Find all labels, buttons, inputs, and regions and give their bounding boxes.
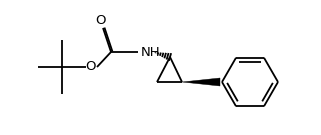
Text: O: O — [86, 60, 96, 73]
Text: NH: NH — [141, 45, 160, 58]
Polygon shape — [182, 78, 220, 86]
Text: O: O — [96, 14, 106, 28]
